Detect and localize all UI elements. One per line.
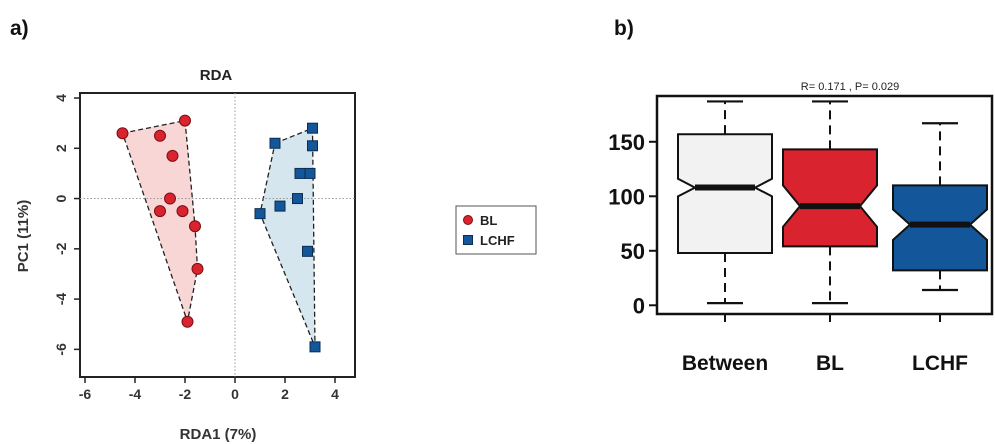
boxplot-stat-annotation: R= 0.171 , P= 0.029	[801, 81, 899, 93]
rda-y-axis-label: PC1 (11%)	[15, 200, 32, 273]
box-between	[677, 100, 773, 322]
rda-scatter-chart: RDA -6 -4 -2 0 2 4 4 2 0 -2 -4 -6 RDA1 (7%) PC1 (1…	[15, 67, 356, 443]
point-bl	[191, 262, 204, 275]
y-tick-label: 2	[53, 144, 69, 152]
legend: BL LCHF	[455, 205, 537, 255]
x-tick-label: 0	[231, 386, 239, 402]
point-lchf	[307, 140, 318, 152]
panel-label-b: b)	[614, 17, 634, 40]
point-bl	[116, 127, 129, 140]
point-lchf	[304, 167, 316, 179]
point-bl	[166, 149, 179, 162]
point-lchf	[292, 193, 303, 205]
rda-x-axis-label: RDA1 (7%)	[180, 426, 257, 443]
boxplot-plot-frame	[655, 94, 994, 316]
y-tick-label: 0	[53, 194, 69, 202]
point-lchf	[302, 245, 313, 257]
point-lchf	[274, 200, 286, 212]
y-tick-label: -2	[53, 242, 69, 255]
box-body	[892, 184, 988, 272]
box-y-tick-label: 0	[633, 293, 645, 318]
box-bl	[782, 100, 878, 322]
point-bl	[189, 220, 201, 233]
hull-lchf	[259, 127, 316, 348]
category-label-bl: BL	[816, 352, 844, 375]
distance-boxplot-chart: R= 0.171 , P= 0.029 0 50 100 150 Between BL L…	[608, 81, 994, 375]
point-lchf	[309, 341, 321, 353]
point-bl	[154, 129, 166, 142]
x-tick-label: 4	[331, 386, 339, 402]
category-label-lchf: LCHF	[912, 352, 968, 375]
y-tick-label: 4	[53, 94, 69, 102]
y-tick-label: -4	[53, 293, 69, 306]
legend-lchf-marker	[463, 235, 473, 245]
y-tick-label: -6	[53, 343, 69, 356]
point-bl	[179, 114, 191, 127]
legend-lchf-label: LCHF	[480, 233, 515, 248]
x-tick-label: -6	[79, 386, 92, 402]
x-tick-label: -2	[179, 386, 192, 402]
box-body	[677, 133, 773, 254]
category-label-between: Between	[682, 352, 768, 375]
box-body	[782, 148, 878, 248]
x-tick-label: 2	[281, 386, 289, 402]
box-y-tick-label: 150	[608, 130, 645, 155]
rda-chart-title: RDA	[200, 67, 233, 84]
point-bl	[154, 205, 166, 218]
box-y-tick-label: 50	[621, 239, 645, 264]
point-lchf	[254, 208, 266, 220]
legend-bl-label: BL	[480, 213, 497, 228]
point-lchf	[307, 122, 318, 134]
rda-plot-frame	[79, 92, 356, 378]
point-bl	[164, 192, 176, 205]
panel-label-a: a)	[10, 17, 29, 40]
hull-bl	[121, 119, 199, 325]
point-lchf	[294, 167, 306, 179]
box-y-tick-label: 100	[608, 184, 645, 209]
point-bl	[176, 205, 189, 218]
x-tick-label: -4	[129, 386, 142, 402]
legend-bl-marker	[463, 215, 473, 225]
legend-box	[455, 205, 537, 255]
box-lchf	[892, 122, 988, 322]
point-bl	[181, 315, 194, 328]
point-lchf	[269, 137, 281, 149]
